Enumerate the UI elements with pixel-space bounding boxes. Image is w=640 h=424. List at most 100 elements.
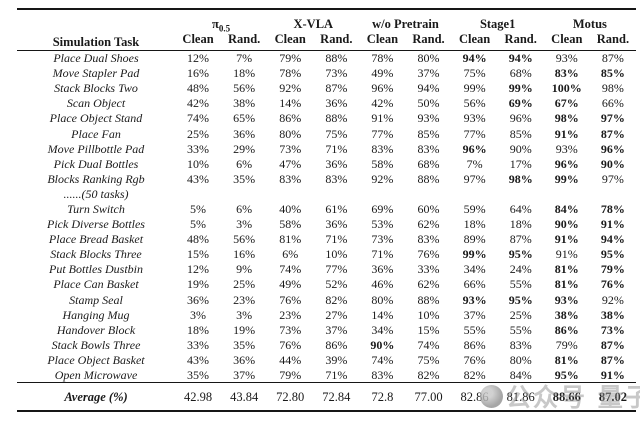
value-cell (221, 186, 267, 201)
task-name: Hanging Mug (62, 307, 130, 322)
value-cell: 36% (325, 217, 348, 232)
value-cell: 75% (325, 126, 348, 141)
simulation-results-table: Simulation Task π0.5 X-VLA w/o Pretrain Sta… (17, 8, 636, 413)
value-cell: 77% (325, 262, 348, 277)
table-row: Stack Bowls Three 33% 35% 76% 86% 90% 74% 86% 83… (17, 337, 636, 352)
value-cell: 55% (509, 322, 532, 337)
value-cell: 96% (554, 156, 579, 171)
task-name: Stack Bowls Three (51, 337, 141, 352)
value-cell (359, 186, 405, 201)
average-value-cell: 77.00 (414, 389, 443, 404)
value-cell: 80% (509, 352, 532, 367)
value-cell: 44% (279, 352, 302, 367)
value-cell: 10% (417, 307, 440, 322)
value-cell: 50% (417, 96, 440, 111)
value-cell: 23% (279, 307, 302, 322)
average-value-cell: 72.84 (322, 389, 351, 404)
value-cell: 69% (371, 201, 394, 216)
task-name: Put Bottles Dustbin (49, 262, 143, 277)
task-name: Place Bread Basket (48, 232, 144, 247)
value-cell: 33% (187, 141, 210, 156)
value-cell: 56% (463, 96, 486, 111)
subcol-header: Clean (458, 32, 491, 46)
value-cell: 36% (325, 156, 348, 171)
value-cell: 14% (279, 96, 302, 111)
value-cell: 96% (462, 141, 487, 156)
value-cell: 99% (463, 81, 486, 96)
value-cell: 93% (417, 111, 440, 126)
value-cell: 87% (509, 232, 532, 247)
value-cell: 95% (554, 367, 579, 382)
task-name: Stack Blocks Three (50, 247, 142, 262)
average-value-cell: 72.80 (276, 389, 305, 404)
value-cell: 5% (190, 217, 207, 232)
value-cell: 93% (555, 51, 578, 66)
value-cell: 93% (462, 292, 487, 307)
value-cell: 91% (555, 247, 578, 262)
value-cell: 94% (417, 81, 440, 96)
average-value-cell: 42.98 (183, 389, 213, 404)
task-name: Open Microwave (54, 367, 138, 382)
value-cell: 16% (187, 66, 210, 81)
value-cell: 90% (370, 337, 395, 352)
value-cell: 3% (190, 307, 207, 322)
value-cell: 25% (233, 277, 256, 292)
value-cell: 48% (187, 232, 210, 247)
value-cell: 10% (187, 156, 210, 171)
col-group-stage1: Stage1 (479, 17, 516, 31)
value-cell: 58% (371, 156, 394, 171)
value-cell: 27% (325, 307, 348, 322)
value-cell: 97% (463, 171, 486, 186)
value-cell: 99% (508, 81, 533, 96)
value-cell: 74% (371, 352, 394, 367)
value-cell: 98% (508, 171, 533, 186)
value-cell: 83% (279, 171, 302, 186)
task-name: Place Object Basket (47, 352, 145, 367)
value-cell: 74% (417, 337, 440, 352)
table-row: Hanging Mug 3% 3% 23% 27% 14% 10% 37% 25% 38% 38% (17, 307, 636, 322)
value-cell: 95% (508, 292, 533, 307)
value-cell: 86% (554, 322, 579, 337)
value-cell: 98% (554, 111, 579, 126)
value-cell: 29% (233, 141, 256, 156)
value-cell: 77% (463, 126, 486, 141)
subcol-header: Rand. (504, 32, 537, 46)
value-cell: 86% (279, 111, 302, 126)
col-group-w-o-pretrain: w/o Pretrain (372, 17, 439, 31)
value-cell: 9% (236, 262, 253, 277)
average-value-cell: 43.84 (230, 389, 259, 404)
value-cell: 73% (600, 322, 625, 337)
value-cell: 77% (371, 126, 394, 141)
value-cell: 34% (371, 322, 394, 337)
value-cell: 87% (325, 81, 348, 96)
task-column-header: Simulation Task (52, 35, 140, 49)
value-cell: 81% (279, 232, 302, 247)
subcol-header: Clean (182, 32, 214, 46)
value-cell: 79% (600, 262, 625, 277)
average-label: Average (%) (64, 389, 128, 404)
value-cell: 97% (601, 171, 624, 186)
value-cell: 87% (600, 126, 625, 141)
value-cell: 76% (417, 247, 440, 262)
average-row: Average (%) 42.98 43.84 72.80 72.84 72.8 77.0… (17, 383, 636, 412)
value-cell (498, 186, 544, 201)
value-cell: 94% (600, 232, 625, 247)
subcol-header: Clean (274, 32, 306, 46)
value-cell (405, 186, 451, 201)
value-cell: 83% (417, 141, 440, 156)
value-cell: 48% (187, 81, 210, 96)
task-name: Stamp Seal (69, 292, 123, 307)
value-cell: 92% (371, 171, 394, 186)
table-row: Place Can Basket 19% 25% 49% 52% 46% 62% 66% 55%… (17, 277, 636, 292)
task-name: Move Stapler Pad (52, 66, 140, 81)
value-cell: 12% (187, 262, 210, 277)
value-cell: 75% (463, 66, 486, 81)
value-cell: 74% (279, 262, 302, 277)
value-cell: 19% (187, 277, 210, 292)
subcol-header: Rand. (320, 32, 353, 46)
value-cell: 40% (279, 201, 302, 216)
table-footer: Average (%) 42.98 43.84 72.80 72.84 72.8 77.0… (17, 382, 636, 412)
task-name: Pick Dual Bottles (53, 156, 139, 171)
task-name: Place Can Basket (53, 277, 139, 292)
subcol-header: Clean (366, 32, 399, 46)
